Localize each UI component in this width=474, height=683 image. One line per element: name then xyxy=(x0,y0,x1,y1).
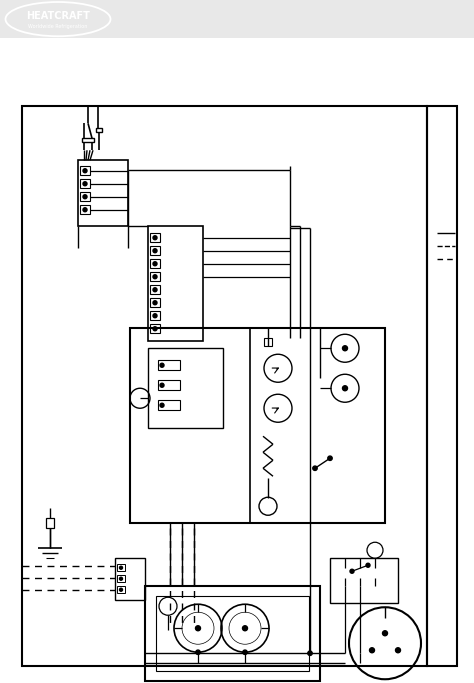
Bar xyxy=(264,338,272,346)
Circle shape xyxy=(395,647,401,653)
Bar xyxy=(150,298,160,307)
Circle shape xyxy=(366,563,370,568)
Circle shape xyxy=(83,208,87,212)
Bar xyxy=(80,192,90,201)
Circle shape xyxy=(383,630,388,636)
Circle shape xyxy=(119,566,122,569)
Bar xyxy=(158,380,180,390)
Bar xyxy=(427,107,457,666)
Circle shape xyxy=(313,466,317,471)
Circle shape xyxy=(83,195,87,199)
Circle shape xyxy=(153,236,157,240)
Circle shape xyxy=(160,363,164,367)
Circle shape xyxy=(195,626,201,630)
Circle shape xyxy=(119,588,122,591)
Bar xyxy=(117,586,125,594)
Circle shape xyxy=(343,346,347,351)
Text: Worldwide Refrigeration: Worldwide Refrigeration xyxy=(28,24,88,29)
Circle shape xyxy=(153,262,157,266)
Bar xyxy=(22,107,427,666)
Bar xyxy=(150,324,160,333)
Bar xyxy=(148,348,223,428)
Bar xyxy=(145,586,320,681)
Bar xyxy=(150,285,160,294)
Bar xyxy=(80,179,90,189)
Bar xyxy=(80,166,90,176)
Circle shape xyxy=(153,313,157,318)
Circle shape xyxy=(119,577,122,581)
Bar xyxy=(150,311,160,320)
Circle shape xyxy=(160,403,164,407)
Bar xyxy=(46,518,54,528)
Bar xyxy=(158,360,180,370)
Circle shape xyxy=(83,169,87,173)
Circle shape xyxy=(243,626,247,630)
Bar xyxy=(330,558,398,603)
Bar xyxy=(150,234,160,242)
Circle shape xyxy=(153,249,157,253)
Text: HEATCRAFT: HEATCRAFT xyxy=(26,11,90,21)
Bar xyxy=(78,161,128,226)
Circle shape xyxy=(153,275,157,279)
Bar xyxy=(96,128,102,133)
Circle shape xyxy=(343,386,347,391)
Circle shape xyxy=(83,182,87,186)
Bar xyxy=(150,247,160,255)
Circle shape xyxy=(153,301,157,305)
Circle shape xyxy=(153,326,157,331)
Bar xyxy=(148,226,203,342)
Bar xyxy=(80,206,90,214)
Circle shape xyxy=(153,288,157,292)
Bar xyxy=(130,329,385,523)
Bar xyxy=(156,596,309,671)
Circle shape xyxy=(196,650,200,654)
Circle shape xyxy=(328,456,332,460)
Bar xyxy=(158,400,180,410)
Bar xyxy=(115,558,145,600)
Circle shape xyxy=(243,650,247,654)
Bar xyxy=(150,260,160,268)
Circle shape xyxy=(350,569,354,573)
Circle shape xyxy=(160,383,164,387)
Circle shape xyxy=(308,651,312,656)
Bar xyxy=(117,564,125,571)
Bar xyxy=(150,273,160,281)
Bar xyxy=(82,138,94,142)
Circle shape xyxy=(370,647,374,653)
Bar xyxy=(117,575,125,582)
